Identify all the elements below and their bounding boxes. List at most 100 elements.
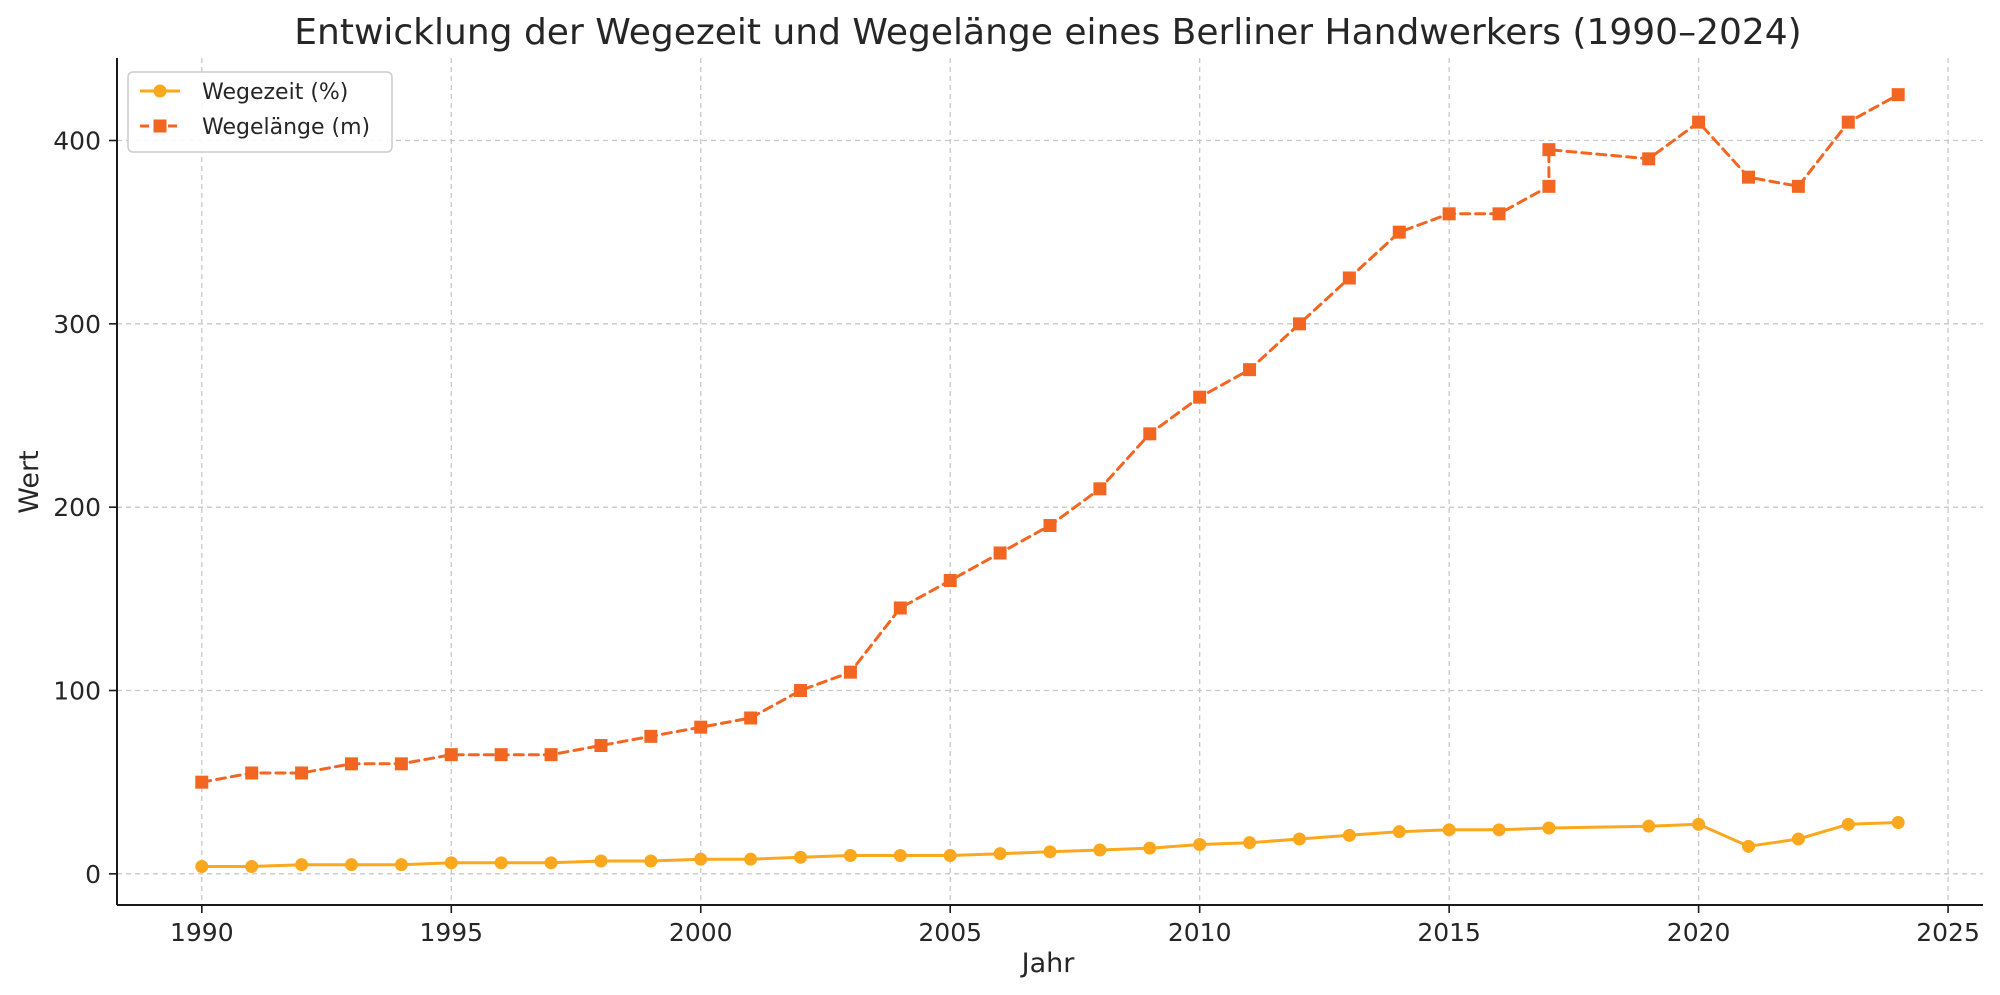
x-axis-label: Jahr: [1020, 948, 1076, 979]
y-tick-label: 100: [53, 677, 101, 706]
grid: [117, 58, 1983, 905]
data-point: [993, 546, 1007, 560]
x-tick-label: 2000: [669, 918, 733, 947]
data-point: [1043, 845, 1057, 859]
series-line: [200, 93, 1900, 784]
data-point: [1742, 170, 1756, 184]
data-point: [1692, 115, 1706, 129]
data-point: [694, 852, 708, 866]
data-point: [344, 757, 358, 771]
data-point: [1243, 363, 1257, 377]
data-point: [1841, 817, 1855, 831]
data-point: [1791, 832, 1805, 846]
data-point: [544, 748, 558, 762]
legend: Wegezeit (%) Wegelänge (m): [127, 71, 393, 153]
data-point: [1093, 843, 1107, 857]
data-point: [295, 858, 309, 872]
y-tick-label: 0: [85, 860, 101, 889]
x-axis-ticks: 1990 1995 2000 2005 2010 2015 2020 2025: [170, 905, 1980, 947]
data-point: [1193, 838, 1207, 851]
data-point: [295, 766, 309, 780]
data-point: [594, 854, 608, 868]
data-point: [843, 665, 857, 679]
legend-label-wegelaenge: Wegelänge (m): [202, 115, 370, 140]
data-point: [794, 850, 808, 864]
data-point: [544, 856, 558, 870]
data-point: [1043, 519, 1057, 532]
series-wegezeit: [195, 816, 1905, 873]
y-axis-label: Wert: [14, 450, 45, 513]
y-axis-ticks: 0 100 200 300 400: [53, 127, 117, 889]
legend-box: [127, 71, 393, 153]
data-point: [1742, 839, 1756, 853]
data-point: [1442, 823, 1456, 837]
data-point: [444, 856, 458, 870]
data-point: [1243, 836, 1257, 850]
data-point: [494, 856, 508, 870]
data-point: [1442, 207, 1456, 221]
data-point: [494, 748, 508, 762]
data-point: [1642, 819, 1656, 833]
x-tick-label: 2020: [1667, 918, 1731, 947]
data-point: [893, 601, 907, 615]
data-point: [1143, 427, 1157, 441]
data-point: [943, 574, 957, 587]
series-line: [200, 821, 1900, 868]
x-tick-label: 2025: [1916, 918, 1980, 947]
data-point: [195, 775, 209, 789]
data-point: [1342, 271, 1356, 285]
y-tick-label: 200: [53, 493, 101, 522]
y-tick-label: 400: [53, 127, 101, 156]
data-point: [245, 766, 259, 780]
data-point: [344, 858, 358, 872]
data-point: [1891, 88, 1905, 102]
data-point: [1542, 179, 1556, 193]
data-point: [1193, 390, 1207, 404]
data-point: [1392, 225, 1406, 239]
data-point: [594, 739, 608, 752]
data-point: [1642, 152, 1656, 166]
data-point: [444, 748, 458, 762]
data-point: [1093, 482, 1107, 496]
data-point: [1492, 823, 1506, 837]
data-point: [794, 684, 808, 697]
data-point: [1692, 817, 1706, 831]
data-point: [1841, 115, 1855, 129]
data-point: [1342, 828, 1356, 842]
x-tick-label: 2010: [1168, 918, 1232, 947]
data-point: [394, 858, 408, 872]
x-tick-label: 1995: [419, 918, 483, 947]
data-point: [893, 849, 907, 862]
data-point: [744, 711, 758, 725]
data-point: [1392, 825, 1406, 839]
data-point: [1891, 816, 1905, 829]
series-wegelaenge: [195, 88, 1905, 789]
data-point: [394, 757, 408, 771]
data-point: [993, 847, 1007, 861]
y-tick-label: 300: [53, 310, 101, 339]
x-tick-label: 2005: [918, 918, 982, 947]
data-point: [744, 852, 758, 866]
axes-frame: [116, 58, 1983, 906]
data-point: [1542, 143, 1556, 157]
data-point: [943, 849, 957, 862]
data-point: [195, 860, 209, 873]
data-point: [1791, 179, 1805, 193]
data-point: [1492, 207, 1506, 221]
data-point: [1292, 317, 1306, 331]
data-point: [1542, 821, 1556, 835]
x-tick-label: 1990: [170, 918, 234, 947]
data-point: [1292, 832, 1306, 846]
data-point: [644, 729, 658, 743]
series-lines: [195, 88, 1905, 873]
data-point: [1143, 841, 1157, 855]
legend-marker-wegezeit: [153, 84, 167, 98]
data-point: [843, 849, 857, 862]
data-point: [245, 860, 259, 873]
data-point: [694, 720, 708, 734]
x-tick-label: 2015: [1417, 918, 1481, 947]
data-point: [644, 854, 658, 868]
legend-label-wegezeit: Wegezeit (%): [202, 80, 348, 105]
chart-title: Entwicklung der Wegezeit und Wegelänge e…: [294, 12, 1801, 53]
